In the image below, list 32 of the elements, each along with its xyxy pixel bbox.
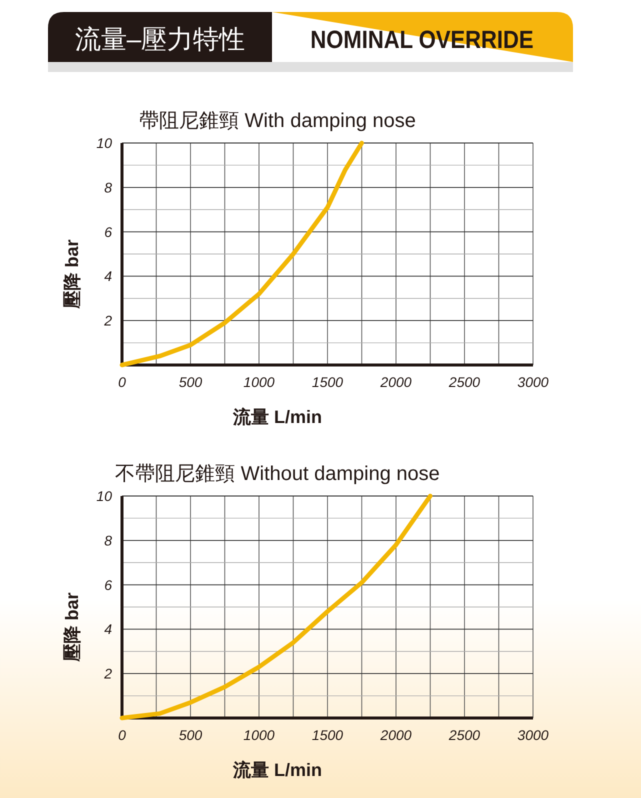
y-tick-label: 8: [104, 532, 112, 548]
y-tick-label: 4: [104, 268, 112, 284]
text: NOMINAL OVERRIDE: [310, 26, 534, 54]
y-tick-label: 4: [104, 621, 112, 638]
y-tick-label: 6: [104, 224, 112, 240]
y-tick-label: 6: [104, 576, 112, 593]
chart-title: 帶阻尼錐頸 With damping nose: [139, 110, 416, 132]
x-tick-label: 2000: [379, 374, 412, 390]
y-tick-label: 10: [96, 135, 112, 151]
x-tick-label: 0: [118, 374, 126, 390]
x-axis-title: 流量 L/min: [232, 760, 322, 780]
x-tick-label: 2000: [379, 727, 412, 743]
y-tick-label: 8: [104, 179, 112, 196]
x-tick-label: 3000: [517, 727, 549, 743]
x-tick-label: 1000: [243, 727, 275, 743]
y-tick-label: 2: [103, 666, 112, 682]
y-tick-label: 2: [103, 312, 112, 329]
x-tick-label: 1500: [312, 374, 344, 390]
x-tick-label: 1500: [312, 727, 344, 743]
text: 流量–壓力特性: [74, 24, 246, 54]
x-tick-label: 500: [178, 374, 202, 390]
x-tick-label: 0: [118, 727, 126, 743]
y-tick-label: 10: [96, 488, 112, 504]
chart-title: 不帶阻尼錐頸 Without damping nose: [115, 463, 440, 485]
x-tick-label: 3000: [517, 374, 549, 390]
y-axis-title: 壓降 bar: [62, 239, 82, 310]
x-tick-label: 500: [178, 727, 202, 743]
x-tick-label: 1000: [243, 374, 275, 390]
x-axis-title: 流量 L/min: [232, 407, 322, 427]
y-axis-title: 壓降 bar: [62, 592, 82, 663]
x-tick-label: 2500: [448, 727, 480, 743]
x-tick-label: 2500: [448, 374, 480, 390]
